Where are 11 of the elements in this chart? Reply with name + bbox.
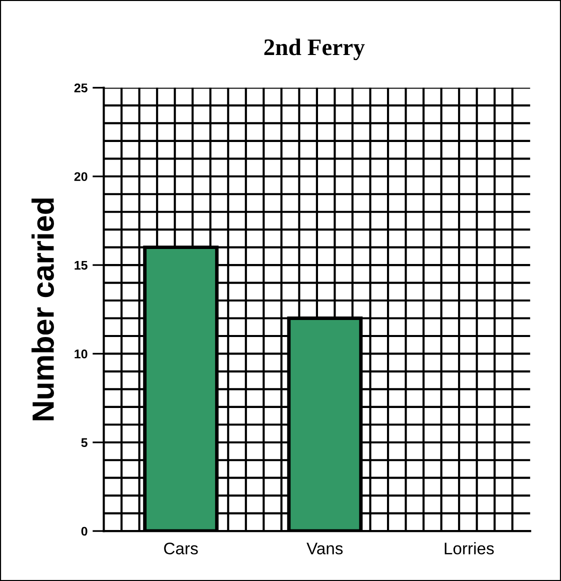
y-tick-label: 5: [81, 438, 88, 448]
y-tick-label: 20: [74, 172, 88, 182]
chart-title: 2nd Ferry: [264, 38, 365, 60]
x-tick-label: Cars: [164, 542, 198, 554]
y-tick-label: 10: [74, 350, 88, 358]
y-tick-label: 25: [74, 84, 88, 92]
x-tick-label: Vans: [306, 542, 343, 554]
x-tick-label: Lorries: [444, 542, 494, 554]
y-tick-label: 15: [74, 260, 88, 270]
y-axis-title: Number carried: [32, 198, 54, 420]
y-tick-label: 0: [81, 526, 88, 536]
